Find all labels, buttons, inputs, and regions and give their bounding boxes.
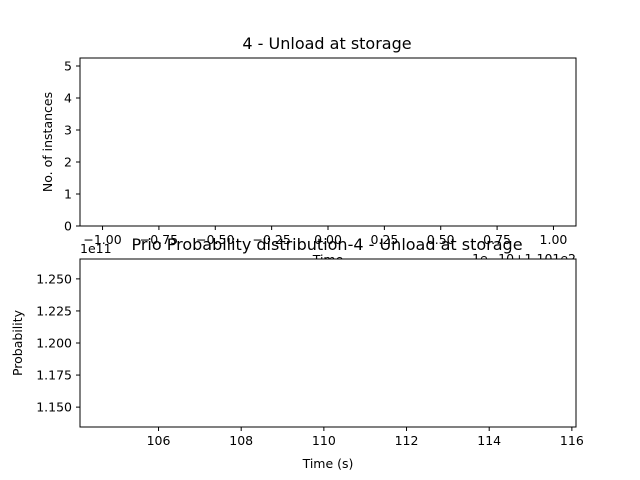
x-tick-label: 112 — [395, 433, 419, 448]
y-tick-label: 0 — [64, 219, 72, 234]
bottom-y-axis-label: Probability — [10, 309, 25, 376]
x-tick-label: −0.50 — [196, 232, 234, 247]
y-tick-label: 1.175 — [36, 368, 72, 383]
bottom-plot-frame — [79, 258, 577, 428]
top-x-axis: −1.00 −0.75 −0.50 −0.25 0.00 0.25 0.50 0.75 1.00 — [83, 226, 567, 247]
x-tick-label: 116 — [560, 433, 584, 448]
top-chart-title: 4 - Unload at storage — [242, 34, 411, 53]
y-tick-label: 1 — [64, 187, 72, 202]
x-tick-label: −0.25 — [252, 232, 290, 247]
bottom-chart-title: Prio Probability distribution-4 - Unload… — [131, 235, 522, 254]
bottom-y-offset-text: 1e11 — [80, 241, 112, 256]
x-tick-label: 1.00 — [540, 232, 568, 247]
top-subplot: 4 - Unload at storage −1.00 −0.75 −0.50 −0.… — [40, 34, 577, 267]
y-tick-label: 1.200 — [36, 336, 72, 351]
x-tick-label: 110 — [312, 433, 336, 448]
top-y-axis-label: No. of instances — [40, 92, 55, 192]
x-tick-label: 106 — [147, 433, 171, 448]
y-tick-label: 1.250 — [36, 271, 72, 286]
bottom-subplot: Prio Probability distribution-4 - Unload… — [10, 235, 584, 471]
top-plot-frame — [79, 57, 577, 227]
x-tick-label: 0.50 — [427, 232, 455, 247]
x-tick-label: −0.75 — [140, 232, 178, 247]
x-tick-label: 0.25 — [370, 232, 398, 247]
x-tick-label: 108 — [229, 433, 253, 448]
y-tick-label: 1.150 — [36, 400, 72, 415]
y-tick-label: 3 — [64, 123, 72, 138]
y-tick-label: 4 — [64, 91, 72, 106]
x-tick-label: 0.75 — [483, 232, 511, 247]
bottom-x-axis: 106 108 110 112 114 116 — [147, 427, 584, 448]
bottom-y-axis: 1.150 1.175 1.200 1.225 1.250 — [36, 271, 80, 415]
y-tick-label: 5 — [64, 59, 72, 74]
y-tick-label: 1.225 — [36, 303, 72, 318]
x-tick-label: 0.00 — [314, 232, 342, 247]
top-y-axis: 0 1 2 3 4 5 — [64, 59, 80, 234]
bottom-x-axis-label: Time (s) — [302, 456, 354, 471]
y-tick-label: 2 — [64, 155, 72, 170]
x-tick-label: 114 — [477, 433, 501, 448]
x-tick-label: −1.00 — [83, 232, 121, 247]
